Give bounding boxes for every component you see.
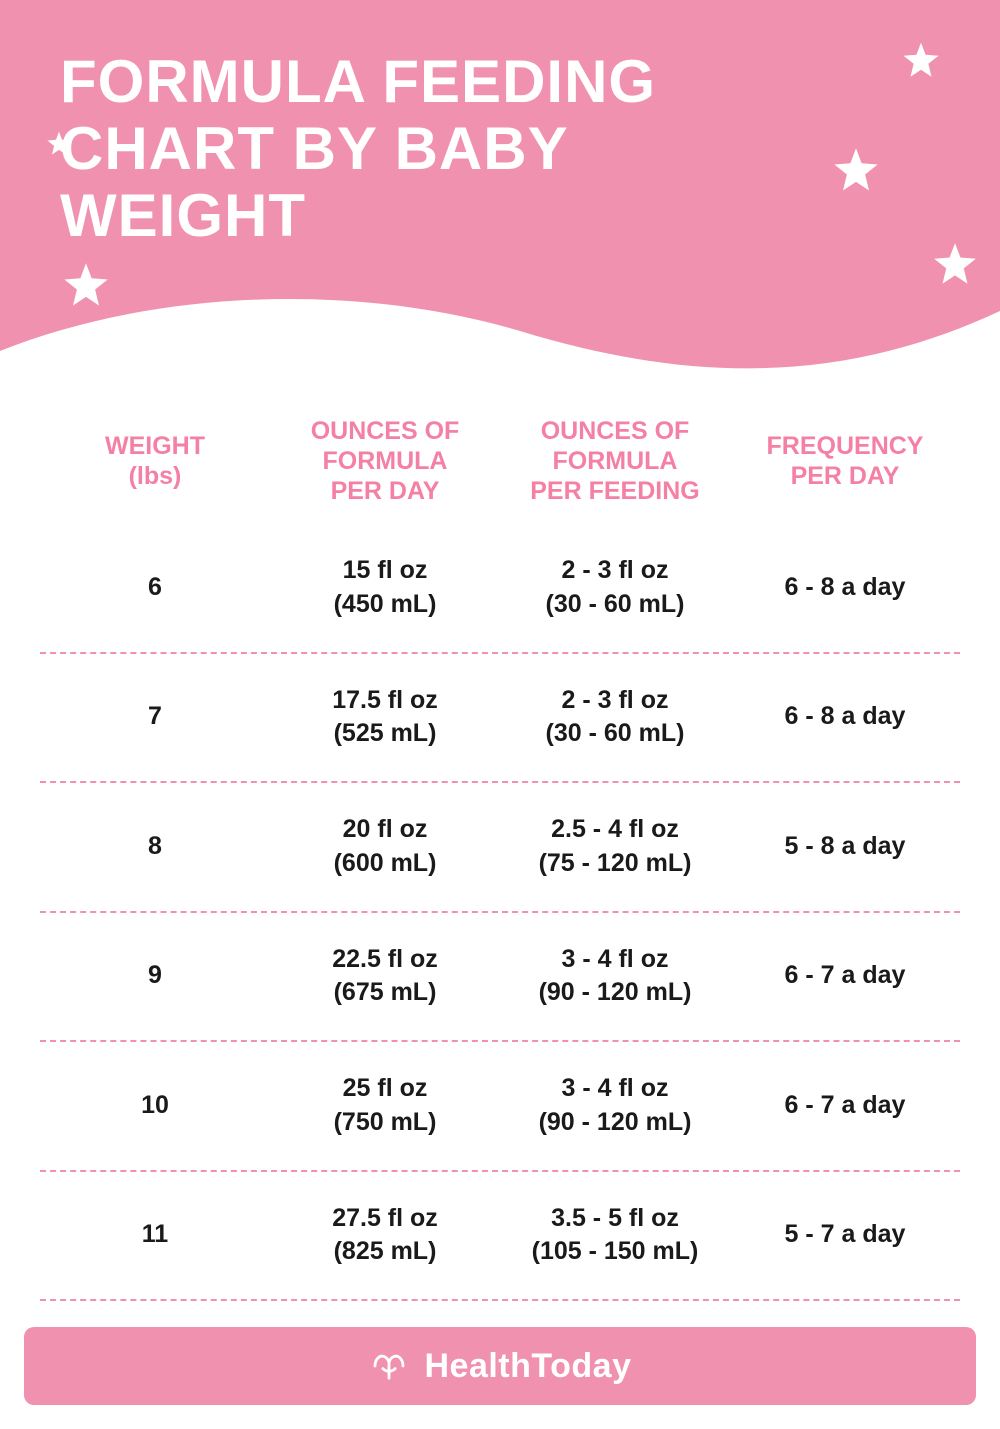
column-header: WEIGHT(lbs) — [40, 425, 270, 509]
cell-per-day: 15 fl oz(450 mL) — [270, 548, 500, 628]
cell-per-feeding: 2 - 3 fl oz(30 - 60 mL) — [500, 678, 730, 758]
cell-per-day: 27.5 fl oz(825 mL) — [270, 1196, 500, 1276]
footer-brand-bar: HealthToday — [24, 1327, 976, 1405]
cell-frequency: 6 - 8 a day — [730, 694, 960, 740]
cell-weight: 6 — [40, 565, 270, 611]
cell-per-feeding: 3.5 - 5 fl oz(105 - 150 mL) — [500, 1196, 730, 1276]
header-section: FORMULA FEEDING CHART BY BABY WEIGHT — [0, 0, 1000, 400]
feeding-chart-infographic: FORMULA FEEDING CHART BY BABY WEIGHT WEI… — [0, 0, 1000, 1429]
column-header: FREQUENCYPER DAY — [730, 425, 960, 509]
star-icon — [830, 145, 882, 202]
wave-divider — [0, 281, 1000, 401]
cell-per-feeding: 3 - 4 fl oz(90 - 120 mL) — [500, 937, 730, 1017]
cell-per-day: 22.5 fl oz(675 mL) — [270, 937, 500, 1017]
cell-weight: 8 — [40, 824, 270, 870]
cell-weight: 11 — [40, 1212, 270, 1258]
cell-frequency: 5 - 8 a day — [730, 824, 960, 870]
table-body: 615 fl oz(450 mL)2 - 3 fl oz(30 - 60 mL)… — [40, 524, 960, 1429]
cell-frequency: 6 - 7 a day — [730, 953, 960, 999]
cell-per-feeding: 3 - 4 fl oz(90 - 120 mL) — [500, 1066, 730, 1146]
feeding-table: WEIGHT(lbs)OUNCES OFFORMULAPER DAYOUNCES… — [40, 410, 960, 1429]
column-header: OUNCES OFFORMULAPER DAY — [270, 410, 500, 524]
table-row: 820 fl oz(600 mL)2.5 - 4 fl oz(75 - 120 … — [40, 783, 960, 913]
table-row: 1025 fl oz(750 mL)3 - 4 fl oz(90 - 120 m… — [40, 1042, 960, 1172]
cell-per-day: 20 fl oz(600 mL) — [270, 807, 500, 887]
table-header-row: WEIGHT(lbs)OUNCES OFFORMULAPER DAYOUNCES… — [40, 410, 960, 524]
cell-frequency: 6 - 7 a day — [730, 1083, 960, 1129]
cell-frequency: 5 - 7 a day — [730, 1212, 960, 1258]
table-row: 922.5 fl oz(675 mL)3 - 4 fl oz(90 - 120 … — [40, 913, 960, 1043]
star-icon — [900, 40, 942, 87]
table-row: 615 fl oz(450 mL)2 - 3 fl oz(30 - 60 mL)… — [40, 524, 960, 654]
table-row: 1127.5 fl oz(825 mL)3.5 - 5 fl oz(105 - … — [40, 1172, 960, 1302]
cell-per-day: 25 fl oz(750 mL) — [270, 1066, 500, 1146]
cell-frequency: 6 - 8 a day — [730, 565, 960, 611]
cell-per-feeding: 2 - 3 fl oz(30 - 60 mL) — [500, 548, 730, 628]
table-row: 717.5 fl oz(525 mL)2 - 3 fl oz(30 - 60 m… — [40, 654, 960, 784]
cell-per-feeding: 2.5 - 4 fl oz(75 - 120 mL) — [500, 807, 730, 887]
cell-per-day: 17.5 fl oz(525 mL) — [270, 678, 500, 758]
cell-weight: 9 — [40, 953, 270, 999]
footer-brand-text: HealthToday — [424, 1347, 631, 1386]
star-icon — [45, 130, 73, 163]
cell-weight: 10 — [40, 1083, 270, 1129]
cell-weight: 7 — [40, 694, 270, 740]
chart-title: FORMULA FEEDING CHART BY BABY WEIGHT — [60, 48, 760, 250]
column-header: OUNCES OFFORMULAPER FEEDING — [500, 410, 730, 524]
healthtoday-logo-icon — [368, 1345, 410, 1387]
